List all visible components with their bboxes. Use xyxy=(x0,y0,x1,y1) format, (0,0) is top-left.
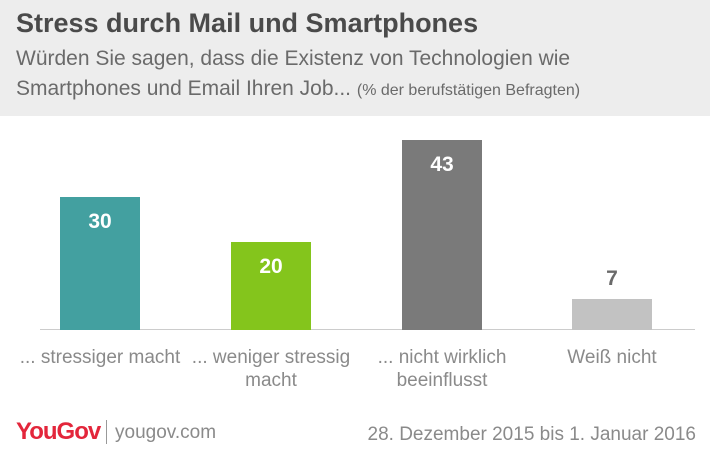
subtitle: Smartphones und Email Ihren Job... xyxy=(16,77,352,100)
x-tick-label: ... stressiger macht xyxy=(19,347,181,368)
subtitle-note: (% der berufstätigen Befragten) xyxy=(356,82,581,99)
bar xyxy=(402,140,482,330)
bar xyxy=(231,241,311,330)
value-label: 43 xyxy=(430,153,454,176)
subtitle-line: Smartphones und Email Ihren Job... (% de… xyxy=(16,77,580,101)
value-label: 20 xyxy=(259,254,283,278)
x-tick-label: ... weniger stressig macht xyxy=(191,347,351,391)
bar xyxy=(60,197,140,330)
chart-title: Stress durch Mail und Smartphones xyxy=(16,8,479,38)
baseline xyxy=(40,329,695,330)
logo: YouGov xyxy=(16,418,101,445)
value-label: 7 xyxy=(606,267,618,291)
bar xyxy=(572,299,652,330)
x-tick-label: Weiß nicht xyxy=(567,347,657,368)
x-tick-label: ... nicht wirklich beeinflusst xyxy=(377,347,507,391)
date: 28. Dezember 2015 bis 1. Januar 2016 xyxy=(367,424,697,445)
value-label: 30 xyxy=(88,210,112,234)
site: yougov.com xyxy=(115,422,217,443)
header xyxy=(0,0,710,116)
subtitle: Würden Sie sagen, dass die Existenz von … xyxy=(16,47,571,70)
separator xyxy=(106,420,107,444)
